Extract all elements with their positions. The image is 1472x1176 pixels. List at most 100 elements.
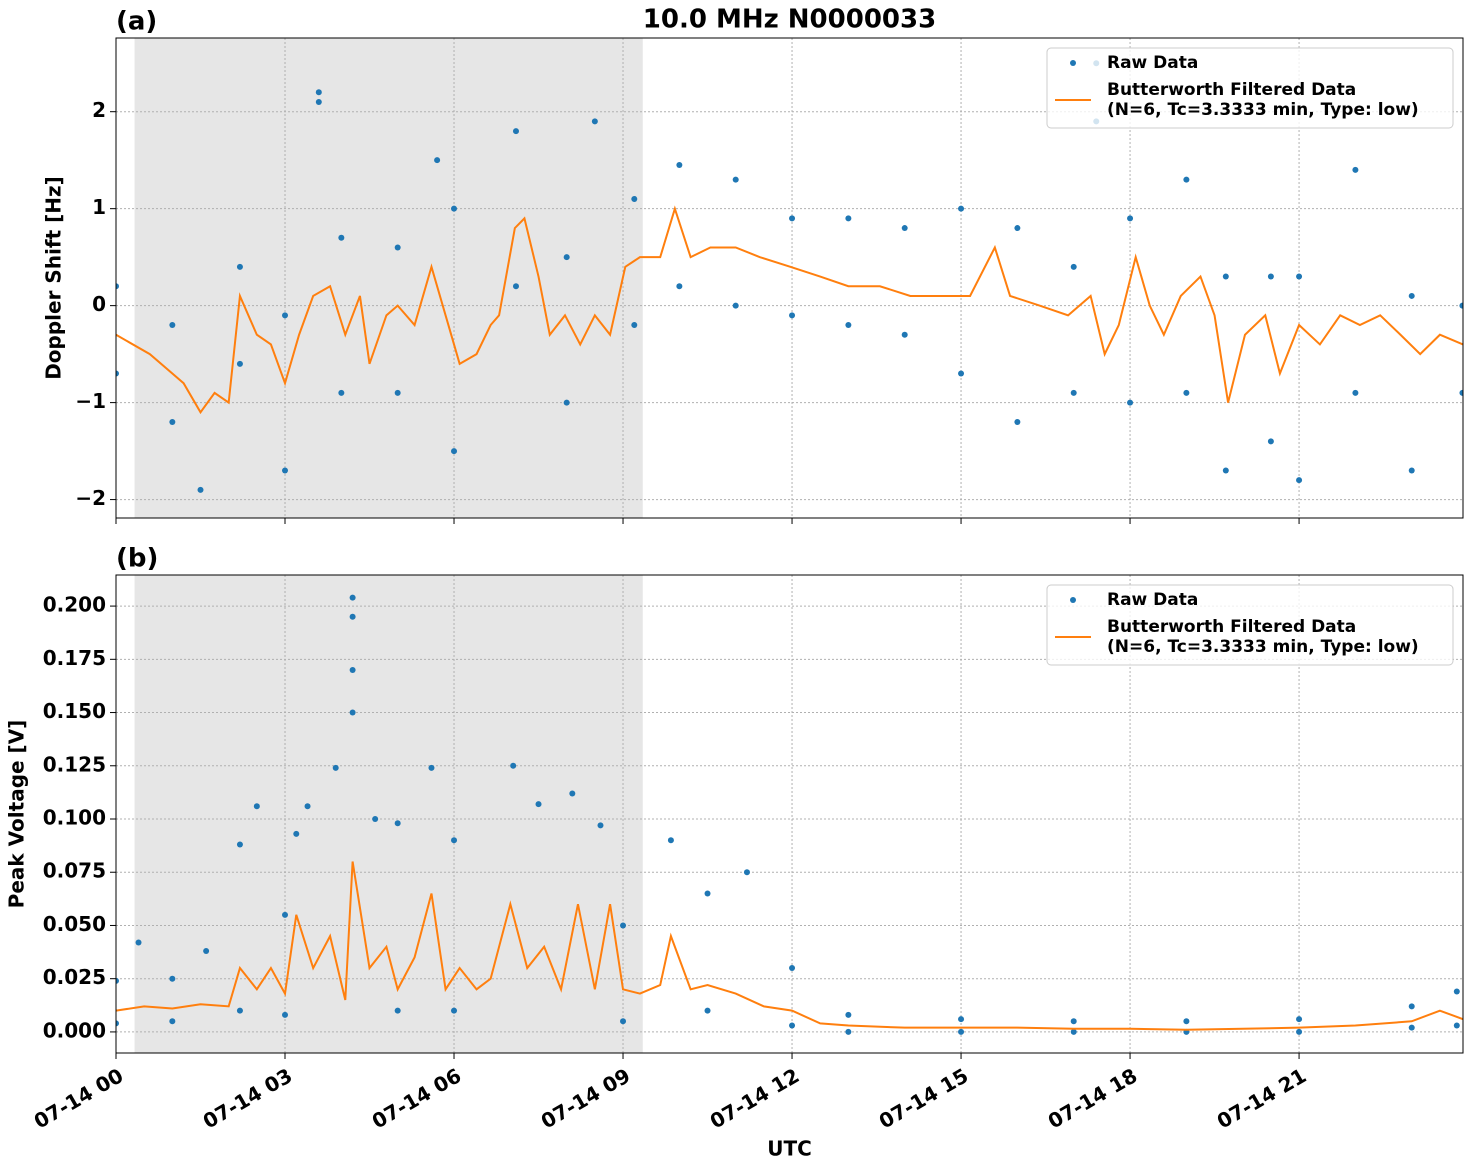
axes-frame: [115, 37, 1464, 519]
raw-point: [591, 118, 598, 125]
y-tick-label: 0.050: [43, 912, 106, 936]
raw-point: [1296, 1016, 1303, 1023]
y-tick-label: 0.175: [43, 646, 106, 670]
raw-point: [338, 234, 345, 241]
raw-point: [1127, 215, 1134, 222]
raw-point: [1070, 389, 1077, 396]
raw-point: [845, 1028, 852, 1035]
y-tick-label: 0: [92, 292, 106, 316]
raw-point: [535, 801, 542, 808]
raw-point: [304, 803, 311, 810]
raw-point: [510, 762, 517, 769]
legend-marker: [1070, 60, 1076, 66]
x-tick-label: 07-14 15: [875, 1063, 973, 1133]
raw-point: [1352, 389, 1359, 396]
x-tick-label: 07-14 21: [1213, 1063, 1311, 1133]
shaded-span: [134, 38, 643, 518]
raw-point: [451, 1007, 458, 1014]
raw-point: [704, 890, 711, 897]
x-tick-label: 07-14 00: [30, 1063, 128, 1133]
y-axis-label: Peak Voltage [V]: [5, 720, 29, 909]
raw-point: [349, 594, 356, 601]
raw-point: [236, 360, 243, 367]
raw-point: [169, 322, 176, 329]
raw-point: [789, 1022, 796, 1029]
raw-point: [1408, 467, 1415, 474]
y-tick-label: 0.000: [43, 1018, 106, 1042]
x-tick-label: 07-14 09: [537, 1063, 635, 1133]
raw-point: [789, 215, 796, 222]
x-axis-label: UTC: [767, 1137, 812, 1161]
raw-point: [958, 1028, 965, 1035]
filtered-line: [116, 205, 1463, 415]
raw-point: [116, 370, 119, 377]
y-tick-label: 1: [92, 195, 106, 219]
raw-point: [394, 389, 401, 396]
raw-point: [1014, 419, 1021, 425]
raw-point: [169, 975, 176, 982]
raw-point: [901, 225, 908, 232]
raw-point: [315, 99, 322, 105]
raw-point: [1453, 1022, 1460, 1029]
y-tick-label: 2: [92, 98, 106, 122]
raw-point: [901, 331, 908, 338]
raw-point: [116, 1020, 119, 1027]
raw-point: [116, 977, 119, 984]
raw-point: [338, 389, 345, 396]
raw-point: [569, 790, 576, 797]
raw-point: [349, 613, 356, 620]
raw-point: [704, 1007, 711, 1014]
raw-point: [315, 89, 322, 96]
x-tick-label: 07-14 12: [706, 1063, 804, 1133]
y-tick-label: 0.075: [43, 859, 106, 883]
raw-point: [1296, 273, 1303, 280]
y-tick-label: −1: [75, 389, 106, 413]
raw-point: [845, 1011, 852, 1018]
raw-point: [958, 205, 965, 212]
raw-point: [332, 764, 339, 771]
raw-point: [349, 666, 356, 673]
filtered-line: [116, 861, 1463, 1031]
raw-point: [451, 837, 458, 844]
raw-point: [1070, 1018, 1077, 1025]
raw-point: [620, 1018, 627, 1025]
raw-point: [1408, 1003, 1415, 1010]
raw-point: [1267, 438, 1274, 445]
raw-point: [958, 1016, 965, 1023]
panel: −2 −1 0 1 2 10.0 MHz N0000033 (a) Doppler Shift…: [42, 5, 1464, 524]
raw-point: [512, 283, 519, 290]
raw-point: [732, 302, 739, 309]
raw-point: [394, 1007, 401, 1014]
raw-point: [1459, 389, 1463, 396]
raw-point: [236, 263, 243, 270]
raw-point: [958, 370, 965, 377]
raw-point: [789, 965, 796, 972]
legend: Raw Data Butterworth Filtered Data (N=6, T…: [1046, 584, 1454, 666]
raw-point: [394, 820, 401, 827]
data-layer: [116, 60, 1463, 493]
legend-label: Raw Data: [1107, 53, 1198, 73]
panel: 0.000 0.025 0.050 0.075 0.100 0.125 0.150 0.175…: [5, 544, 1464, 1161]
raw-point: [1352, 166, 1359, 173]
legend-box: [1046, 584, 1454, 666]
raw-point: [372, 816, 379, 823]
raw-point: [1070, 263, 1077, 270]
raw-point: [676, 162, 683, 169]
legend-label: Butterworth Filtered Data (N=6, Tc=3.3333…: [1107, 617, 1419, 657]
raw-point: [732, 176, 739, 183]
x-tick-label: 07-14 06: [368, 1063, 466, 1133]
raw-point: [236, 841, 243, 848]
raw-point: [1222, 467, 1229, 474]
raw-point: [597, 822, 604, 829]
raw-point: [563, 399, 570, 406]
raw-point: [743, 869, 750, 876]
raw-point: [169, 419, 176, 425]
raw-point: [253, 803, 260, 810]
x-tick-label: 07-14 03: [199, 1063, 297, 1133]
raw-point: [1453, 988, 1460, 995]
raw-point: [197, 486, 204, 493]
raw-point: [1459, 302, 1463, 309]
y-tick-label: 0.100: [43, 806, 106, 830]
axes-frame: [115, 574, 1464, 1054]
y-tick-label: 0.200: [43, 593, 106, 617]
